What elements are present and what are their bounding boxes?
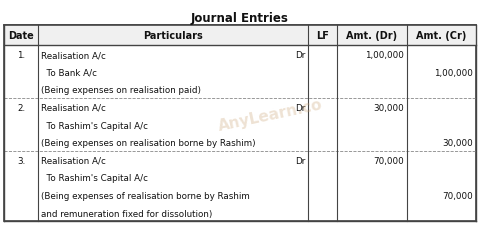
Text: Date: Date: [8, 31, 34, 41]
Text: To Rashim's Capital A/c: To Rashim's Capital A/c: [41, 174, 148, 182]
Text: (Being expenses of realisation borne by Rashim: (Being expenses of realisation borne by …: [41, 191, 250, 200]
Text: Realisation A/c: Realisation A/c: [41, 51, 106, 60]
Text: 70,000: 70,000: [373, 156, 404, 165]
Bar: [4, 26, 476, 46]
Text: Journal Entries: Journal Entries: [191, 12, 289, 25]
Text: Amt. (Cr): Amt. (Cr): [416, 31, 467, 41]
Text: To Bank A/c: To Bank A/c: [41, 68, 97, 77]
Text: 1.: 1.: [17, 51, 25, 60]
Text: Dr: Dr: [296, 156, 306, 165]
Text: (Being expenses on realisation borne by Rashim): (Being expenses on realisation borne by …: [41, 139, 256, 148]
Text: 3.: 3.: [17, 156, 25, 165]
Text: Realisation A/c: Realisation A/c: [41, 156, 106, 165]
Text: Dr: Dr: [296, 104, 306, 112]
Text: 30,000: 30,000: [442, 139, 473, 148]
Text: Dr: Dr: [296, 51, 306, 60]
Text: 30,000: 30,000: [373, 104, 404, 112]
Text: Realisation A/c: Realisation A/c: [41, 104, 106, 112]
Text: LF: LF: [316, 31, 329, 41]
Text: 1,00,000: 1,00,000: [434, 68, 473, 77]
Bar: [4, 26, 476, 221]
Text: and remuneration fixed for dissolution): and remuneration fixed for dissolution): [41, 209, 212, 218]
Text: To Rashim's Capital A/c: To Rashim's Capital A/c: [41, 121, 148, 130]
Text: Amt. (Dr): Amt. (Dr): [347, 31, 397, 41]
Text: Particulars: Particulars: [143, 31, 203, 41]
Text: AnyLearn.co: AnyLearn.co: [216, 97, 324, 134]
Text: (Being expenses on realisation paid): (Being expenses on realisation paid): [41, 86, 201, 95]
Text: 70,000: 70,000: [442, 191, 473, 200]
Text: 2.: 2.: [17, 104, 25, 112]
Text: 1,00,000: 1,00,000: [365, 51, 404, 60]
